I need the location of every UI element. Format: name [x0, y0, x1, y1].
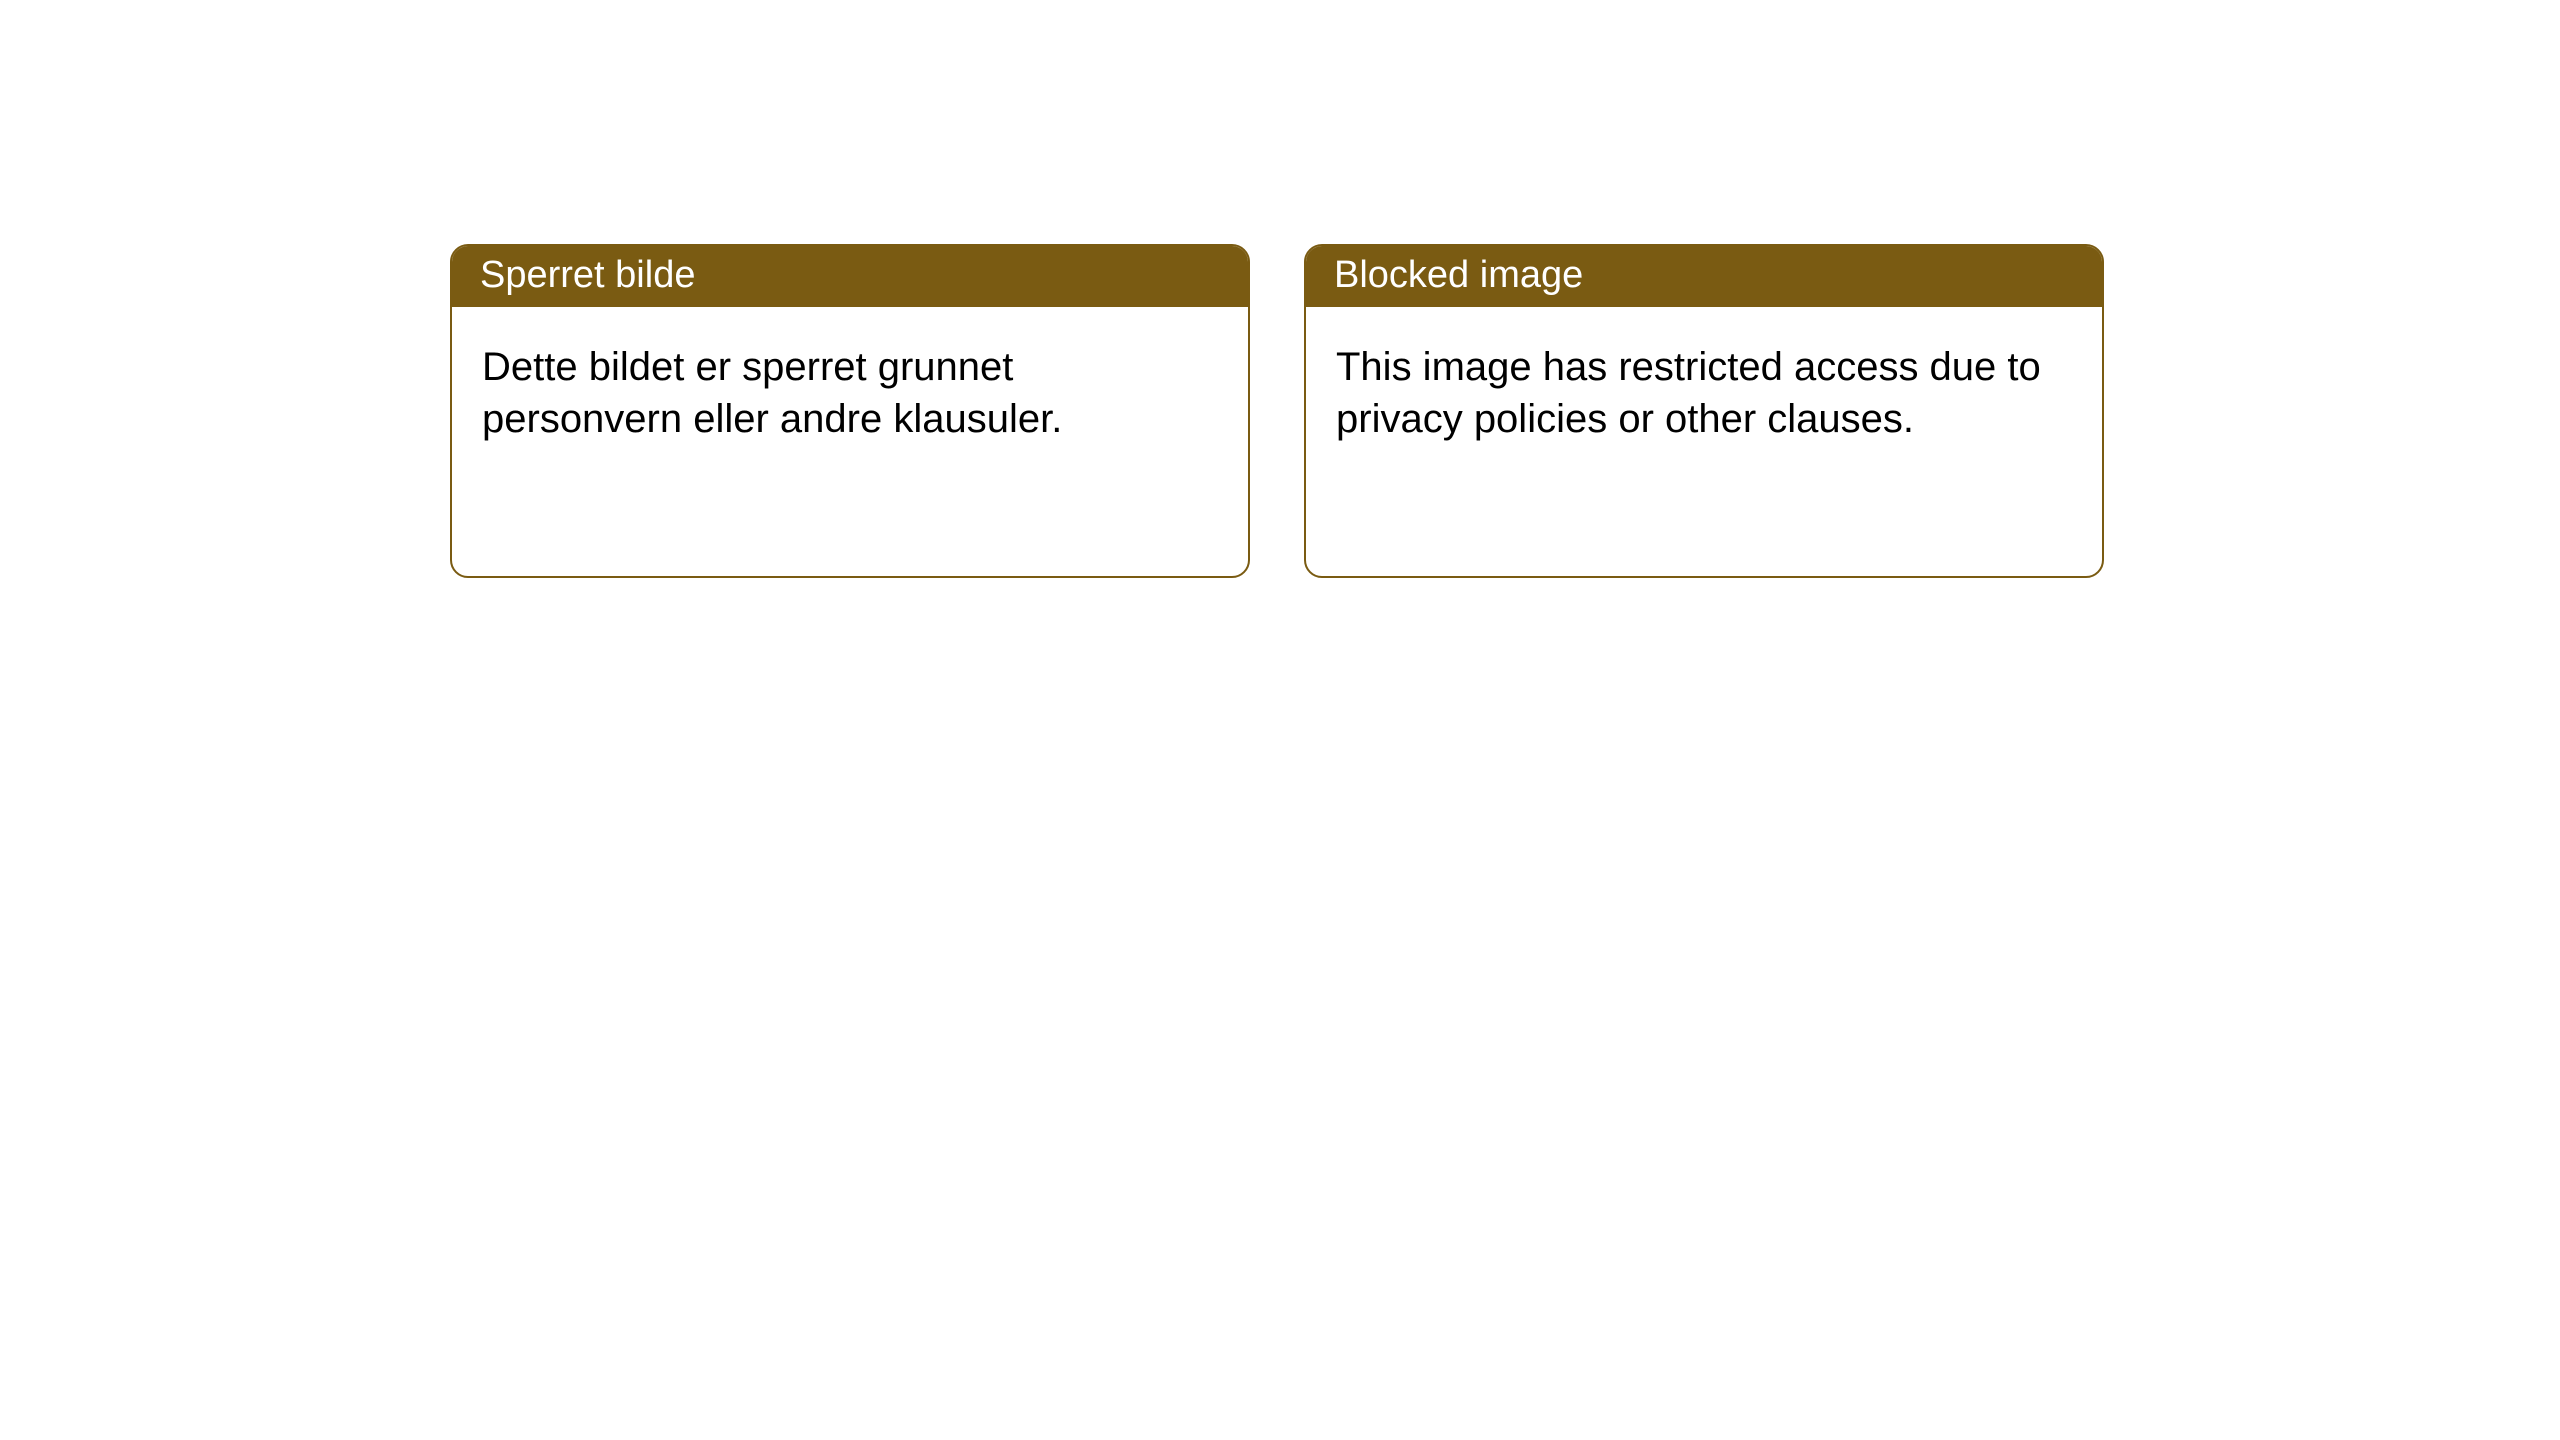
notice-card-english: Blocked image This image has restricted … — [1304, 244, 2104, 578]
notice-card-norwegian: Sperret bilde Dette bildet er sperret gr… — [450, 244, 1250, 578]
notice-body: Dette bildet er sperret grunnet personve… — [452, 307, 1248, 479]
notice-header: Sperret bilde — [452, 246, 1248, 307]
notice-header: Blocked image — [1306, 246, 2102, 307]
notice-container: Sperret bilde Dette bildet er sperret gr… — [0, 0, 2560, 578]
notice-body: This image has restricted access due to … — [1306, 307, 2102, 479]
